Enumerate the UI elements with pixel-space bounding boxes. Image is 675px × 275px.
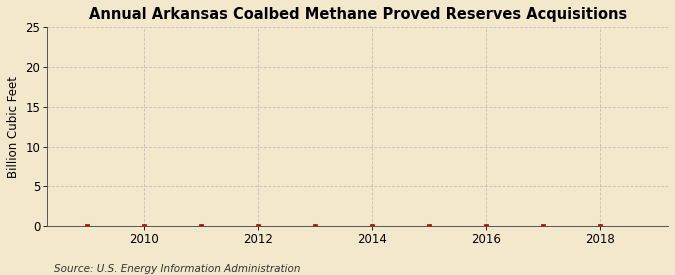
Text: Source: U.S. Energy Information Administration: Source: U.S. Energy Information Administ… xyxy=(54,264,300,274)
Y-axis label: Billion Cubic Feet: Billion Cubic Feet xyxy=(7,76,20,178)
Title: Annual Arkansas Coalbed Methane Proved Reserves Acquisitions: Annual Arkansas Coalbed Methane Proved R… xyxy=(88,7,627,22)
